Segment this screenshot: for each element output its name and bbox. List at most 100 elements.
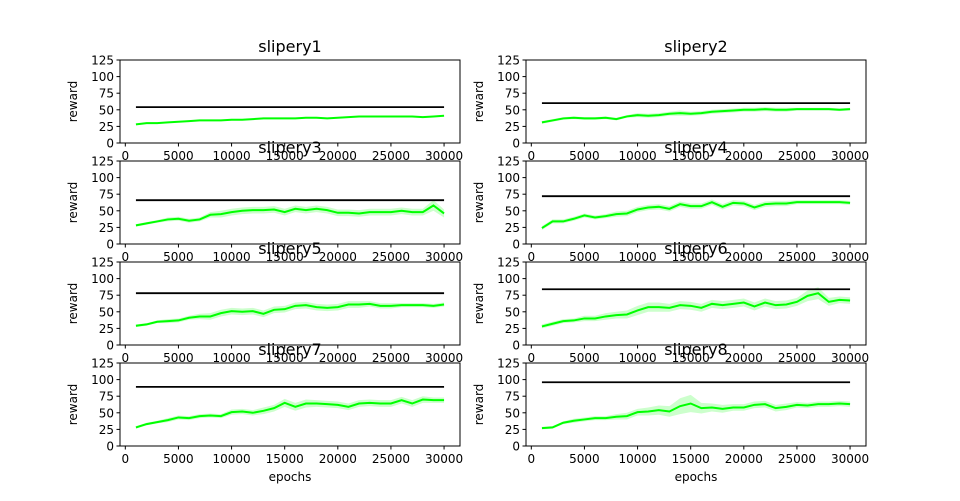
panel-4-xtick-label: 15000	[672, 250, 710, 264]
panel-1-title: slipery1	[258, 37, 321, 56]
panel-8-ytick-label: 50	[505, 406, 520, 420]
panel-7-confidence-band	[135, 396, 445, 429]
panel-8-ytick-label: 75	[505, 390, 520, 404]
panel-5-xtick-label: 20000	[319, 351, 357, 365]
panel-1-xtick-label: 10000	[212, 149, 250, 163]
panel-8-confidence-band	[541, 394, 851, 430]
panel-5-xtick-label: 10000	[212, 351, 250, 365]
panel-7-ytick-label: 50	[99, 406, 114, 420]
panel-1-xtick-label: 25000	[372, 149, 410, 163]
panel-4-ytick-label: 100	[497, 171, 520, 185]
panel-4-title: slipery4	[664, 138, 727, 157]
panel-4-mean-line	[541, 201, 851, 229]
panel-5-ytick-label: 75	[99, 289, 114, 303]
panel-5-title: slipery5	[258, 239, 321, 258]
panel-1-frame	[119, 59, 461, 144]
panel-2-confidence-band	[541, 107, 851, 124]
panel-1-ytick-label: 0	[106, 137, 114, 151]
panel-8-title: slipery8	[664, 340, 727, 359]
panel-5: 0 25 50 75 100 125 0 5000 10000 15000 20000 25000 30…	[66, 239, 463, 365]
panel-2-ytick-label: 25	[505, 120, 520, 134]
panel-4-ytick-label: 0	[512, 238, 520, 252]
panel-4: 0 25 50 75 100 125 0 5000 10000 15000 20000 25000 30…	[472, 138, 869, 264]
panel-8-frame	[525, 362, 867, 447]
panel-1-ytick-label: 125	[91, 54, 114, 68]
panel-3-ytick-label: 75	[99, 188, 114, 202]
panel-5-confidence-band	[135, 301, 445, 328]
panel-2-xtick-label: 20000	[725, 149, 763, 163]
panel-4-frame	[525, 160, 867, 245]
panel-4-xtick-label: 30000	[831, 250, 869, 264]
panel-1-ytick-label: 75	[99, 87, 114, 101]
panel-2-ytick-label: 125	[497, 54, 520, 68]
panel-5-frame	[119, 261, 461, 346]
panel-6-title: slipery6	[664, 239, 727, 258]
panel-4-ytick-label: 25	[505, 221, 520, 235]
panel-3-ytick-label: 125	[91, 155, 114, 169]
panel-7-xtick-label: 30000	[425, 452, 463, 466]
panel-3-xtick-label: 30000	[425, 250, 463, 264]
panel-2-ytick-label: 75	[505, 87, 520, 101]
panel-6-xtick-label: 20000	[725, 351, 763, 365]
panel-7-ytick-label: 25	[99, 423, 114, 437]
panel-3-ytick-label: 50	[99, 204, 114, 218]
panel-7-ytick-label: 0	[106, 440, 114, 454]
panel-6-xtick-label: 15000	[672, 351, 710, 365]
panel-3-xtick-label: 5000	[163, 250, 194, 264]
panel-1-ytick-label: 100	[91, 70, 114, 84]
panel-2-xtick-label: 5000	[569, 149, 600, 163]
panel-2-ylabel: reward	[472, 81, 486, 123]
panel-1-xtick-label: 0	[121, 149, 129, 163]
panel-5-ytick-label: 50	[99, 305, 114, 319]
panel-3-confidence-band	[135, 200, 445, 227]
panel-7-xtick-label: 10000	[212, 452, 250, 466]
panel-5-xtick-label: 5000	[163, 351, 194, 365]
panel-7-ytick-label: 100	[91, 373, 114, 387]
panel-3-ytick-label: 100	[91, 171, 114, 185]
panel-7-xtick-label: 15000	[266, 452, 304, 466]
panel-2-xtick-label: 30000	[831, 149, 869, 163]
panel-3: 0 25 50 75 100 125 0 5000 10000 15000 20000 25000 30…	[66, 138, 463, 264]
panel-6-ylabel: reward	[472, 283, 486, 325]
panel-1-ytick-label: 50	[99, 103, 114, 117]
panel-8-xtick-label: 30000	[831, 452, 869, 466]
panel-5-ytick-label: 100	[91, 272, 114, 286]
panel-6-xtick-label: 5000	[569, 351, 600, 365]
panel-7-mean-line	[135, 398, 445, 429]
panel-3-xtick-label: 25000	[372, 250, 410, 264]
panel-2-ytick-label: 0	[512, 137, 520, 151]
panel-8-xtick-label: 5000	[569, 452, 600, 466]
panel-2-xtick-label: 15000	[672, 149, 710, 163]
panel-3-ytick-label: 0	[106, 238, 114, 252]
panel-8-xtick-label: 20000	[725, 452, 763, 466]
panel-6-xtick-label: 30000	[831, 351, 869, 365]
panel-4-ylabel: reward	[472, 182, 486, 224]
panel-1-mean-line	[135, 114, 445, 126]
panel-5-xtick-label: 30000	[425, 351, 463, 365]
panel-7-xtick-label: 20000	[319, 452, 357, 466]
panel-7-xtick-label: 25000	[372, 452, 410, 466]
panel-3-xtick-label: 0	[121, 250, 129, 264]
panel-5-mean-line	[135, 302, 445, 327]
panel-4-ytick-label: 125	[497, 155, 520, 169]
panel-8-xtick-label: 10000	[618, 452, 656, 466]
panel-2-title: slipery2	[664, 37, 727, 56]
panel-1-xtick-label: 15000	[266, 149, 304, 163]
panel-1-xtick-label: 20000	[319, 149, 357, 163]
panel-1-ylabel: reward	[66, 81, 80, 123]
panel-4-xtick-label: 0	[527, 250, 535, 264]
panel-6-mean-line	[541, 292, 851, 328]
panel-8-ytick-label: 100	[497, 373, 520, 387]
panel-6-xtick-label: 0	[527, 351, 535, 365]
panel-3-xtick-label: 15000	[266, 250, 304, 264]
panel-3-xtick-label: 20000	[319, 250, 357, 264]
panel-4-xtick-label: 25000	[778, 250, 816, 264]
panel-3-ylabel: reward	[66, 182, 80, 224]
panel-2-xtick-label: 25000	[778, 149, 816, 163]
panel-5-xtick-label: 25000	[372, 351, 410, 365]
panel-2-xtick-label: 10000	[618, 149, 656, 163]
panel-6-xtick-label: 25000	[778, 351, 816, 365]
panel-4-ytick-label: 50	[505, 204, 520, 218]
panel-8-ylabel: reward	[472, 384, 486, 426]
